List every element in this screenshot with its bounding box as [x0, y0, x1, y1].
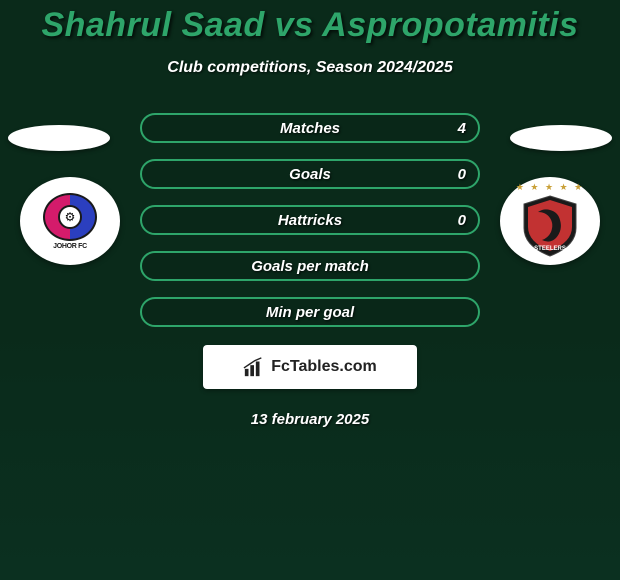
stat-label: Goals	[289, 166, 331, 183]
stats-table: Matches 4 Goals 0 Hattricks 0 Goals per …	[0, 113, 620, 343]
stat-row-goals-per-match: Goals per match	[140, 251, 480, 281]
stat-row-hattricks: Hattricks 0	[140, 205, 480, 235]
date-label: 13 february 2025	[251, 411, 369, 428]
stat-label: Hattricks	[278, 212, 342, 229]
stat-value-right: 0	[458, 166, 466, 183]
stat-row-min-per-goal: Min per goal	[140, 297, 480, 327]
bar-chart-icon	[243, 356, 265, 378]
stat-value-right: 4	[458, 120, 466, 137]
stat-row-matches: Matches 4	[140, 113, 480, 143]
stat-label: Goals per match	[251, 258, 369, 275]
stat-value-right: 0	[458, 212, 466, 229]
page-title: Shahrul Saad vs Aspropotamitis	[41, 6, 578, 45]
subtitle: Club competitions, Season 2024/2025	[167, 59, 452, 77]
stat-label: Min per goal	[266, 304, 354, 321]
stat-row-goals: Goals 0	[140, 159, 480, 189]
brand-box: FcTables.com	[203, 345, 417, 389]
stat-label: Matches	[280, 120, 340, 137]
brand-label: FcTables.com	[271, 358, 377, 376]
